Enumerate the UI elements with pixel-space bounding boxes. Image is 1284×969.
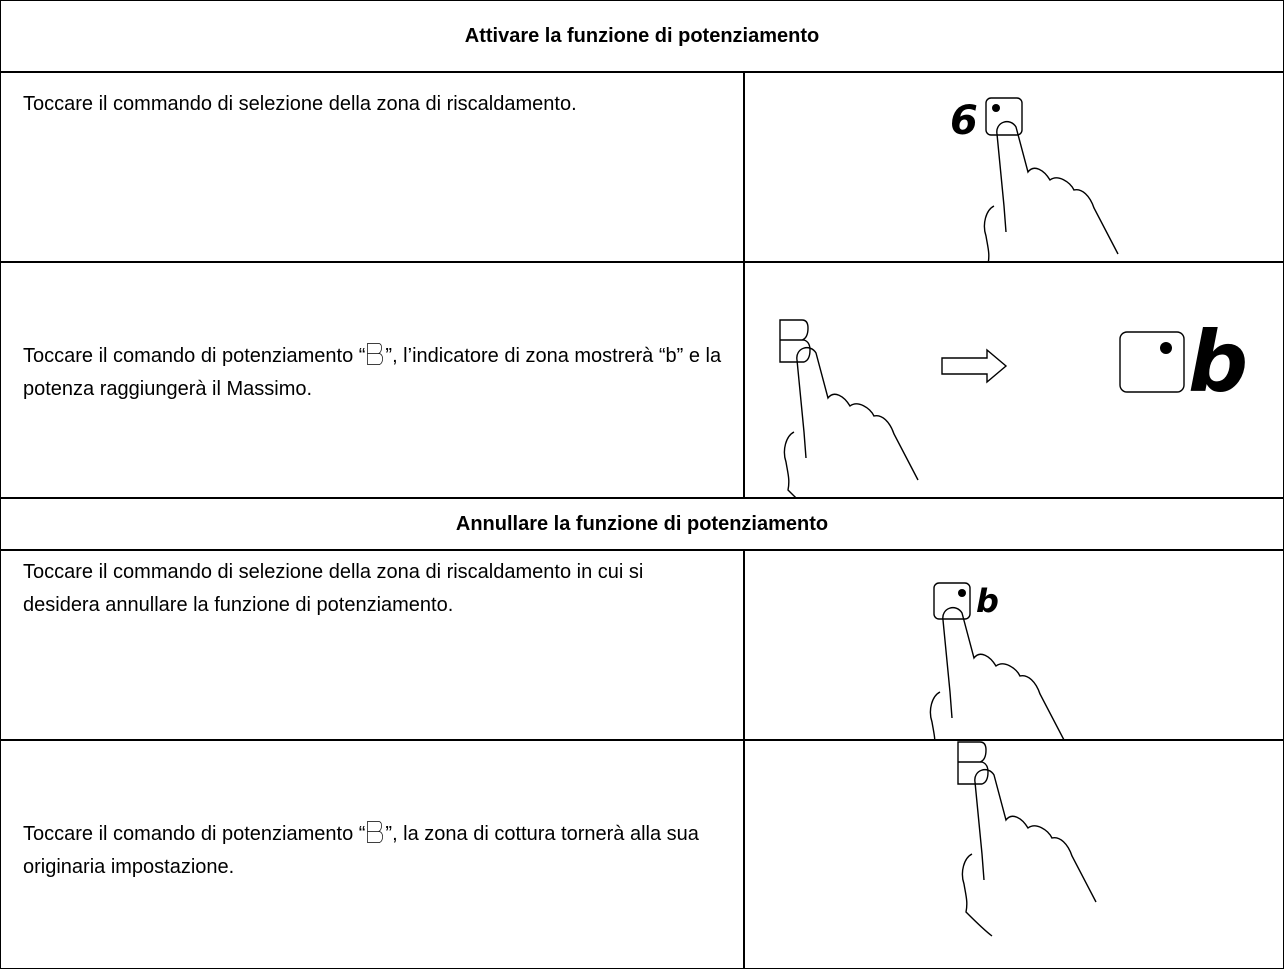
instruction: Toccare il commando di selezione della z… (0, 549, 745, 741)
illustration: b (743, 261, 1284, 499)
section-title: Annullare la funzione di potenziamento (0, 497, 1284, 551)
section-title: Attivare la funzione di potenziamento (0, 0, 1284, 73)
instruction: Toccare il comando di potenziamento “”, … (0, 739, 745, 969)
instruction-text: Toccare il comando di potenziamento “ (23, 823, 366, 845)
instruction-text: Toccare il comando di potenziamento “ (23, 345, 366, 367)
illustration-svg: 6 (950, 97, 1119, 262)
hand (983, 120, 1119, 262)
hand (961, 768, 1097, 937)
boost-key (779, 319, 811, 363)
boost-key (957, 741, 989, 785)
button-dot (992, 104, 1000, 112)
button-dot (1160, 342, 1172, 354)
boost-icon (367, 821, 384, 843)
illustration-svg (957, 741, 1097, 937)
instruction: Toccare il commando di selezione della z… (0, 71, 745, 263)
display-glyph: b (1188, 313, 1248, 411)
arrow (941, 348, 1008, 384)
button (985, 97, 1023, 136)
boost-icon (367, 343, 384, 365)
button (1119, 331, 1185, 393)
instruction-text: ”, l’indicatore di zona mostrerà “b” e l… (23, 345, 722, 400)
illustration-svg: b (779, 313, 1248, 498)
illustration: b (743, 549, 1284, 741)
button-dot (958, 589, 966, 597)
instruction-text: ”, la zona di cottura tornerà alla sua o… (23, 823, 699, 878)
illustration: 6 (743, 71, 1284, 263)
display-glyph: b (976, 582, 999, 620)
instruction: Toccare il comando di potenziamento “”, … (0, 261, 745, 499)
illustration-svg: b (929, 582, 1065, 740)
illustration (743, 739, 1284, 969)
hand (783, 346, 919, 498)
button (933, 582, 971, 620)
display-glyph: 6 (950, 98, 978, 144)
hand (929, 606, 1065, 740)
